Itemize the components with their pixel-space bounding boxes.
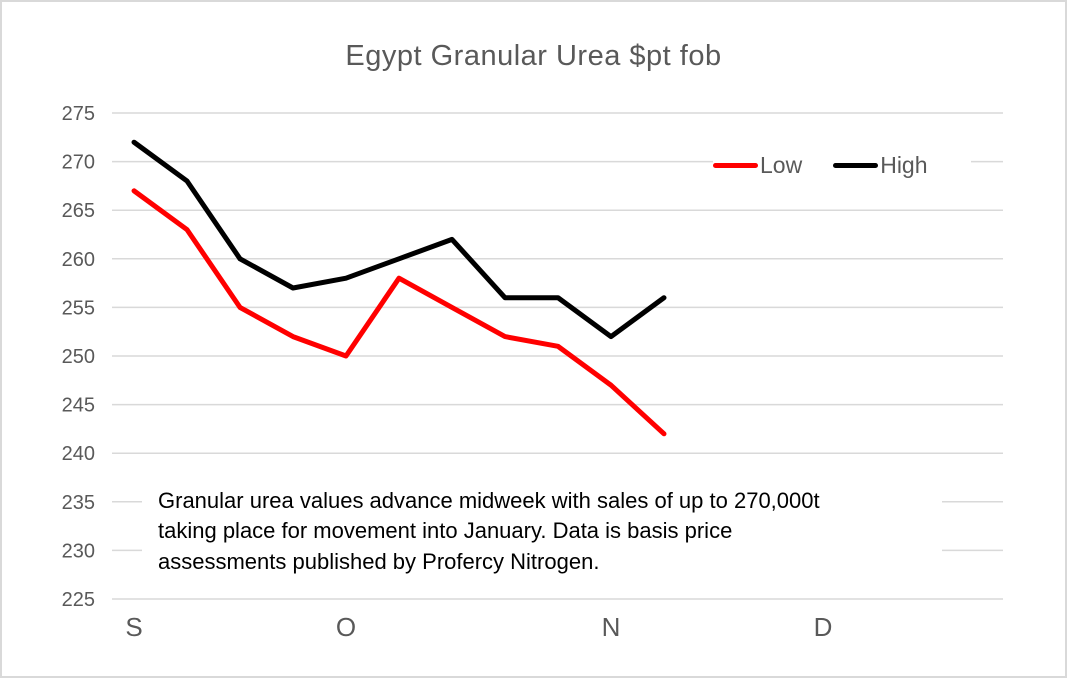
chart-title: Egypt Granular Urea $pt fob [345, 40, 722, 72]
legend-item-low: Low [713, 152, 802, 179]
legend: Low High [713, 148, 971, 182]
legend-label-high: High [880, 151, 928, 178]
legend-label-low: Low [760, 151, 803, 178]
legend-item-high: High [833, 151, 928, 179]
y-axis-tick-label: 230 [62, 540, 95, 562]
y-axis-tick-label: 250 [62, 346, 95, 368]
high-series-line [131, 139, 667, 340]
y-axis-tick-label: 235 [62, 492, 95, 514]
y-axis-tick-label: 255 [62, 297, 95, 319]
y-axis-tick-label: 240 [62, 443, 95, 465]
x-axis-tick-label: O [336, 612, 356, 642]
low-series-line [131, 188, 667, 437]
y-axis-tick-label: 270 [62, 152, 95, 174]
annotation-line: Granular urea values advance midweek wit… [158, 488, 820, 513]
y-axis-tick-label: 265 [62, 200, 95, 222]
y-axis-tick-label: 260 [62, 249, 95, 271]
annotation-text-block: Granular urea values advance midweek wit… [142, 482, 942, 584]
annotation-line: assessments published by Profercy Nitrog… [158, 548, 600, 574]
x-axis-tick-label: S [125, 612, 142, 642]
y-axis-tick-label: 275 [62, 103, 95, 125]
y-axis-tick-label: 225 [62, 589, 95, 611]
annotation-line: taking place for movement into January. … [158, 518, 733, 544]
x-axis-tick-label: D [814, 612, 833, 642]
y-axis-tick-label: 245 [62, 395, 95, 417]
low-series-swatch [713, 162, 758, 168]
x-axis-tick-label: N [602, 612, 621, 642]
high-series-swatch [833, 162, 879, 168]
